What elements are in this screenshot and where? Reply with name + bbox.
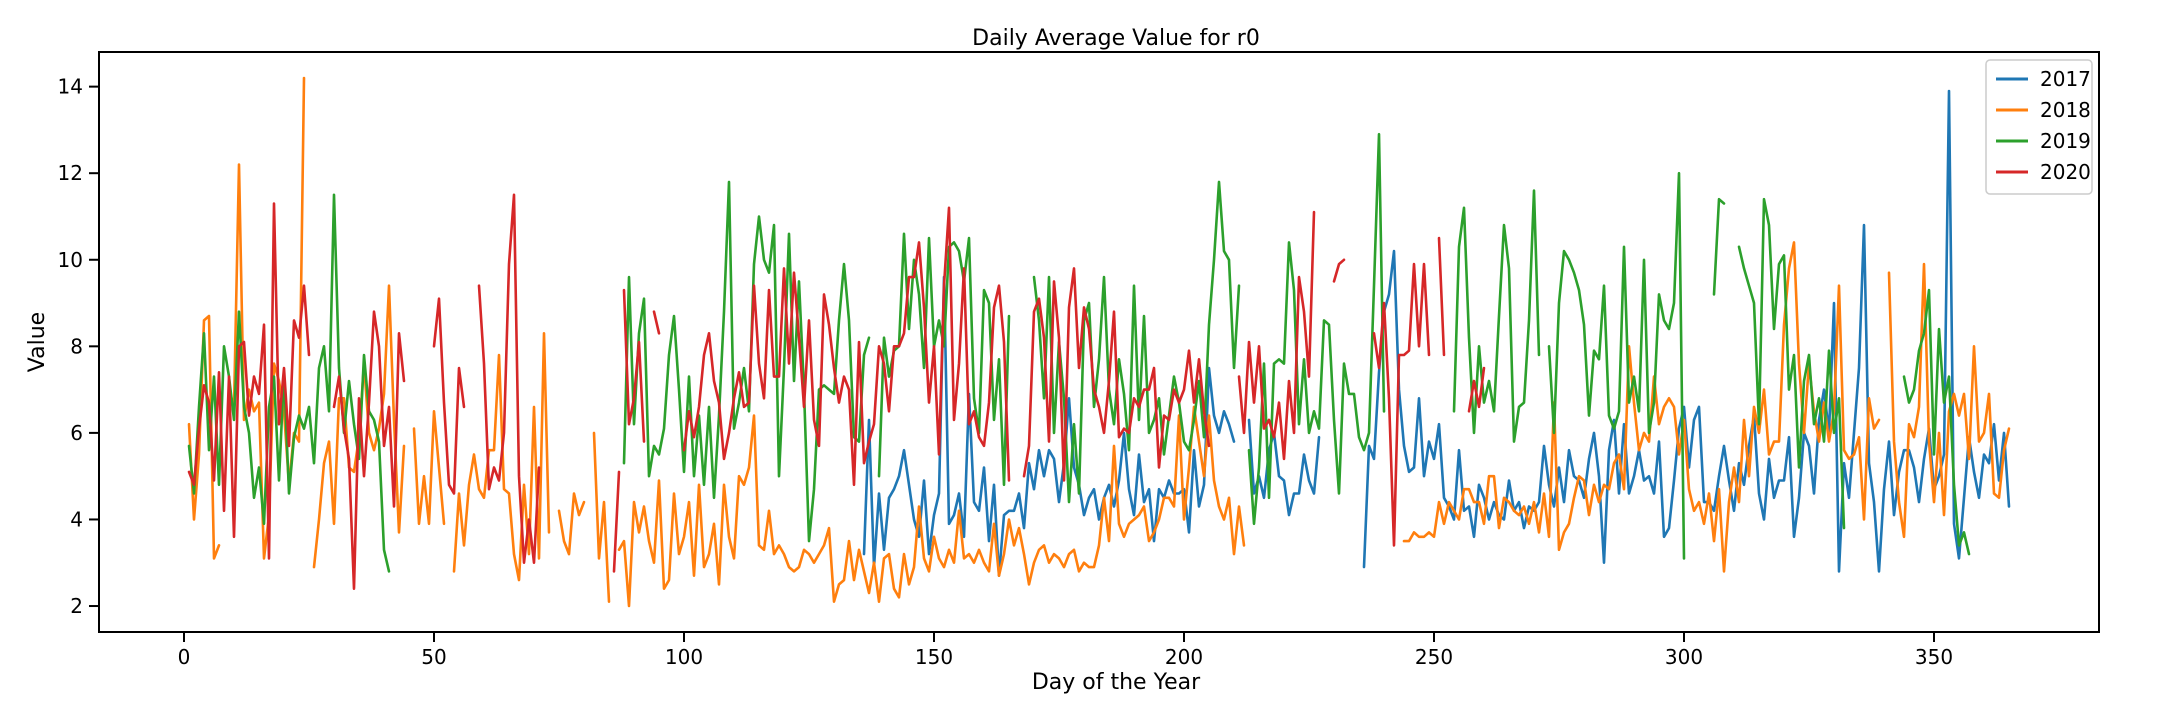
legend-label-2018: 2018 xyxy=(2040,98,2091,122)
series-2018-line-8 xyxy=(1402,241,1881,573)
x-tick-label: 300 xyxy=(1665,645,1703,669)
chart-title: Daily Average Value for r0 xyxy=(972,26,1260,51)
x-tick-label: 0 xyxy=(178,645,191,669)
series-2019-line-7 xyxy=(1712,197,1726,296)
legend: 2017 2018 2019 2020 xyxy=(1985,59,2093,195)
x-tick-label: 150 xyxy=(915,645,953,669)
series-2019-line-9 xyxy=(1902,288,1971,556)
series-2020-line-5 xyxy=(622,288,646,443)
series-2019-line-5 xyxy=(1452,189,1541,443)
series-2017-line-0 xyxy=(862,275,1236,578)
x-tick-label: 200 xyxy=(1165,645,1203,669)
series-2019-line-6 xyxy=(1547,171,1686,560)
legend-label-2019: 2019 xyxy=(2040,129,2091,153)
x-tick-label: 250 xyxy=(1415,645,1453,669)
y-tick-label: 2 xyxy=(70,594,83,618)
series-2019-line-2 xyxy=(877,232,1011,487)
series-2018-line-5 xyxy=(557,492,586,556)
series-2020-line-12 xyxy=(1437,236,1446,357)
x-tick-label: 100 xyxy=(665,645,703,669)
series-2020-line-4 xyxy=(612,470,621,573)
legend-label-2017: 2017 xyxy=(2040,67,2091,91)
y-tick-label: 6 xyxy=(70,421,83,445)
series-2019-line-8 xyxy=(1737,197,1846,530)
series-2018-line-9 xyxy=(1887,262,2011,539)
y-tick-label: 10 xyxy=(58,248,83,272)
series-2018-line-6 xyxy=(592,431,611,604)
x-axis-label: Day of the Year xyxy=(1032,670,1201,695)
y-tick-label: 8 xyxy=(70,334,83,358)
y-tick-label: 12 xyxy=(58,161,83,185)
series-2020-line-10 xyxy=(1332,258,1346,283)
series-2020-line-2 xyxy=(432,297,466,495)
series-2019-line-0 xyxy=(187,193,391,573)
plot-lines xyxy=(187,76,2011,608)
series-2017-line-1 xyxy=(1247,418,1321,517)
series-2020-line-6 xyxy=(652,310,661,335)
series-2020-line-11 xyxy=(1372,262,1431,547)
y-axis-label: Value xyxy=(25,312,50,372)
series-2020-line-13 xyxy=(1467,366,1486,413)
legend-label-2020: 2020 xyxy=(2040,160,2091,184)
legend-box xyxy=(1985,59,2093,195)
series-2017-line-2 xyxy=(1362,89,2011,573)
series-2019-line-1 xyxy=(622,180,871,543)
series-2020-line-0 xyxy=(187,202,311,560)
series-2018-line-4 xyxy=(452,331,551,582)
y-tick-label: 14 xyxy=(58,75,83,99)
series-2020-line-3 xyxy=(477,193,541,565)
y-tick-label: 4 xyxy=(70,507,83,531)
x-axis: 0 50 100 150 200 250 300 350 xyxy=(178,632,1953,669)
series-2018-line-7 xyxy=(617,405,1246,608)
series-2020-line-7 xyxy=(682,206,1011,487)
x-tick-label: 50 xyxy=(421,645,446,669)
x-tick-label: 350 xyxy=(1915,645,1953,669)
series-2020-line-1 xyxy=(332,310,406,591)
series-2018-line-0 xyxy=(187,314,221,560)
y-axis: 2 4 6 8 10 12 14 xyxy=(58,75,99,618)
series-2020-line-8 xyxy=(1022,267,1211,482)
plot-frame xyxy=(98,51,2100,633)
series-2020-line-9 xyxy=(1237,210,1316,461)
series-2018-line-3 xyxy=(412,409,446,526)
